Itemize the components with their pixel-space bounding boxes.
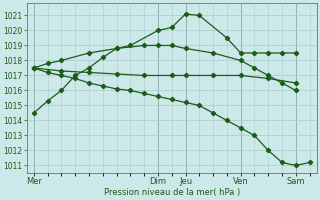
X-axis label: Pression niveau de la mer( hPa ): Pression niveau de la mer( hPa ) [104,188,240,197]
